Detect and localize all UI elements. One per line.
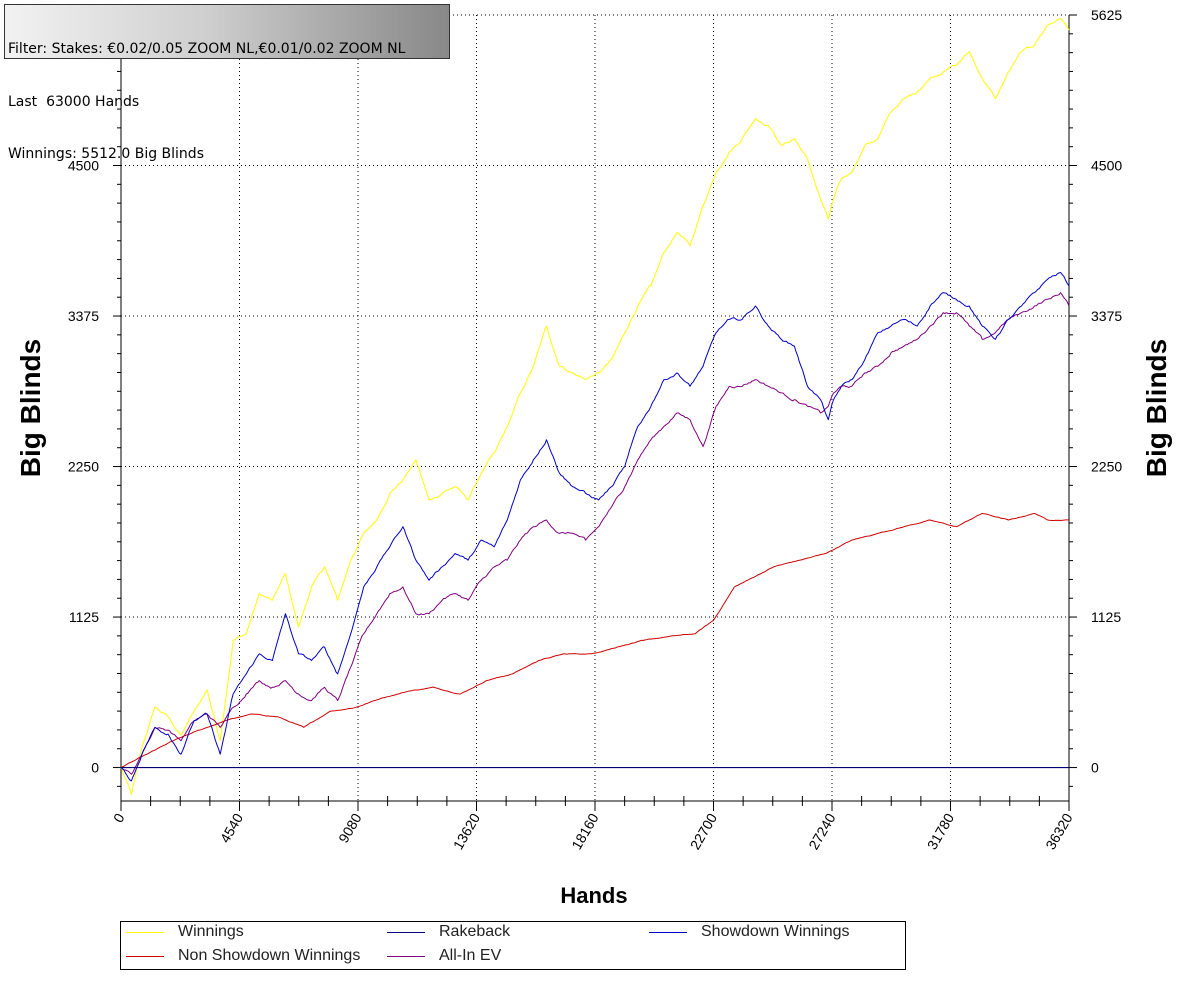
x-tick-label: 4540 [217,810,247,845]
y-axis-label-right: Big Blinds [1141,339,1172,477]
x-tick-label: 22700 [687,810,720,852]
legend-swatch [126,956,164,957]
chart-series-layer [120,17,1070,795]
legend-label: Showdown Winnings [701,923,850,940]
legend-item-rakeback: Rakeback [382,922,642,944]
filter-info-box: Filter: Stakes: €0.02/0.05 ZOOM NL,€0.01… [4,4,450,162]
legend-label: Winnings [178,923,244,940]
legend-item-non-showdown-winnings: Non Showdown Winnings [121,946,381,968]
x-tick-label: 27240 [805,810,838,852]
legend-swatch [387,932,425,933]
legend-swatch [126,932,164,933]
x-tick-label: 18160 [568,810,601,852]
legend-item-winnings: Winnings [121,922,381,944]
filter-line: Filter: Stakes: €0.02/0.05 ZOOM NL,€0.01… [8,41,406,57]
y-tick-label-left: 4500 [68,158,99,174]
chart-legend: Winnings Non Showdown Winnings Rakeback … [120,921,906,970]
y-axis-label-left: Big Blinds [15,339,46,477]
y-tick-label-right: 0 [1091,760,1099,776]
x-axis-label: Hands [560,883,627,908]
legend-label: Rakeback [439,923,511,940]
y-tick-label-left: 1125 [69,609,99,625]
y-tick-label-right: 2250 [1091,459,1122,475]
legend-swatch [649,932,687,933]
y-tick-label-left: 0 [91,760,99,776]
legend-item-all-in-ev: All-In EV [382,946,642,968]
y-tick-label-right: 1125 [1091,609,1121,625]
x-tick-label: 0 [110,810,128,825]
legend-label: All-In EV [439,947,502,964]
winnings-line: Winnings: 5512.0 Big Blinds [8,146,204,162]
legend-swatch [387,956,425,957]
x-tick-label: 13620 [450,810,483,852]
series-line-all-in-ev [120,292,1070,775]
legend-label: Non Showdown Winnings [178,947,361,964]
y-tick-label-right: 3375 [1091,308,1122,324]
series-line-winnings [120,17,1070,795]
series-line-non-showdown-winnings [120,512,1070,769]
x-tick-label: 36320 [1042,810,1075,852]
hands-line: Last 63000 Hands [8,93,140,110]
x-tick-label: 31780 [924,810,957,852]
x-tick-label: 9080 [335,810,365,845]
legend-item-showdown-winnings: Showdown Winnings [644,922,904,944]
chart-labels: Hands Big Blinds Big Blinds [15,339,1172,908]
y-tick-label-left: 2250 [68,459,99,475]
y-tick-label-right: 5625 [1091,7,1122,23]
chart-svg: 0 1125 2250 3375 4500 0 1125 2250 3375 4500 5625 0 4… [15,7,1172,908]
y-tick-label-left: 3375 [68,308,99,324]
y-tick-label-right: 4500 [1091,158,1122,174]
series-line-showdown-winnings [120,272,1070,782]
